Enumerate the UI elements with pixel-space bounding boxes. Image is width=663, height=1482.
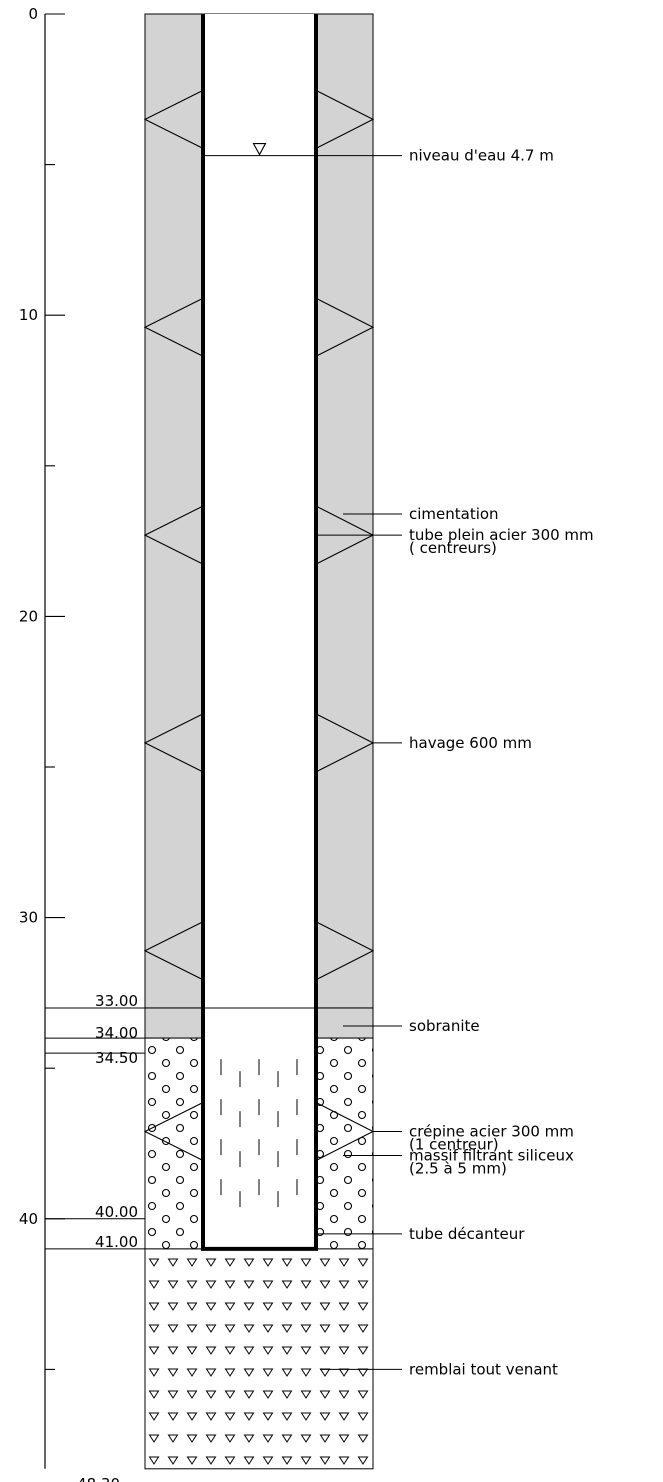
callout-cimentation: cimentation xyxy=(409,505,499,523)
callout-line: massif filtrant siliceux xyxy=(409,1147,574,1165)
callout-line: cimentation xyxy=(409,505,499,523)
callout-sobranite: sobranite xyxy=(409,1017,480,1035)
callout-massif-filtrant: massif filtrant siliceux (2.5 à 5 mm) xyxy=(409,1147,574,1178)
centralizer-left xyxy=(143,89,204,149)
axis-tick-label: 20 xyxy=(19,607,38,625)
callout-line: remblai tout venant xyxy=(409,1360,558,1378)
axis-tick-label: 10 xyxy=(19,306,38,324)
callout-line: tube plein acier 300 mm xyxy=(409,526,594,544)
callout-tube-plein: tube plein acier 300 mm( centreurs) xyxy=(409,526,594,557)
centralizer-left xyxy=(143,713,204,773)
callouts: niveau d'eau 4.7 m cimentation tube plein … xyxy=(316,147,594,1378)
axis-tick-label: 40 xyxy=(19,1210,38,1228)
callout-crepine: crépine acier 300 mm (1 centreur) xyxy=(409,1122,574,1153)
callout-tube-decanteur: tube décanteur xyxy=(409,1225,525,1243)
layer-remblai-tout-venant xyxy=(144,1248,374,1470)
depth-mark-label: 40.00 xyxy=(95,1203,138,1221)
centralizer-right xyxy=(315,89,375,149)
centralizer-left xyxy=(143,505,204,565)
axis-tick-label: 30 xyxy=(19,909,38,927)
centralizer-right xyxy=(315,297,375,357)
callout-line: tube décanteur xyxy=(409,1225,525,1243)
callout-remblai: remblai tout venant xyxy=(409,1360,558,1378)
centralizer-left xyxy=(143,921,204,981)
water-level xyxy=(203,143,402,157)
depth-axis: 0 10 20 30 40 48.30 xyxy=(19,5,120,1482)
callout-niveau-eau: niveau d'eau 4.7 m xyxy=(409,147,554,165)
depth-mark-label: 34.00 xyxy=(95,1024,138,1042)
depth-mark-label: 41.00 xyxy=(95,1233,138,1251)
callout-line: ( centreurs) xyxy=(409,539,497,557)
casing xyxy=(201,14,318,1251)
centralizer-left xyxy=(143,297,204,357)
centralizers xyxy=(143,89,375,1161)
axis-bottom-label: 48.30 xyxy=(77,1475,120,1482)
soil-layers xyxy=(144,13,374,1470)
axis-tick-label: 0 xyxy=(28,5,38,23)
depth-mark-label: 34.50 xyxy=(95,1049,138,1067)
depth-mark-label: 33.00 xyxy=(95,992,138,1010)
centralizer-left xyxy=(143,1101,204,1161)
callout-line: sobranite xyxy=(409,1017,480,1035)
depth-marks: 33.00 34.00 34.50 40.00 41.00 xyxy=(45,992,373,1251)
callout-line: (1 centreur) xyxy=(409,1135,499,1153)
centralizer-right xyxy=(315,921,375,981)
callout-line: niveau d'eau 4.7 m xyxy=(409,147,554,165)
callout-line: havage 600 mm xyxy=(409,734,532,752)
callout-havage: havage 600 mm xyxy=(409,734,532,752)
callout-line: (2.5 à 5 mm) xyxy=(409,1160,507,1178)
casing-interior xyxy=(203,14,316,1249)
water-level-triangle xyxy=(252,143,267,156)
callout-line: crépine acier 300 mm xyxy=(409,1122,574,1140)
